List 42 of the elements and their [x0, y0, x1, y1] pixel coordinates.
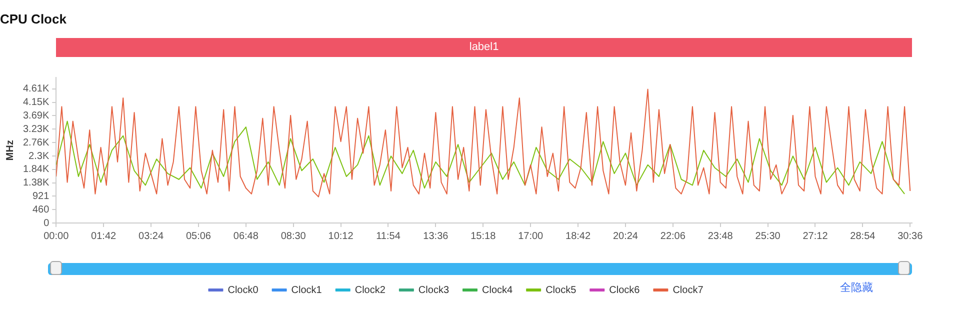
- x-tick-label: 11:54: [376, 230, 401, 242]
- x-tick-label: 05:06: [186, 230, 212, 242]
- x-tick-label: 30:36: [898, 230, 924, 242]
- header-strip: label1: [56, 38, 912, 57]
- legend-label: Clock5: [546, 284, 577, 296]
- y-tick-label: 2.76K: [22, 137, 50, 148]
- legend-label: Clock6: [609, 284, 640, 296]
- y-tick-label: 0: [44, 218, 50, 229]
- y-tick-label: 1.84K: [22, 164, 50, 176]
- x-tick-label: 20:24: [612, 230, 638, 242]
- legend-label: Clock1: [291, 284, 322, 296]
- legend-label: Clock4: [482, 284, 514, 296]
- y-tick-label: 4.15K: [22, 97, 50, 108]
- y-axis-title: MHz: [4, 140, 16, 161]
- legend-label: Clock7: [672, 284, 704, 296]
- x-tick-label: 01:42: [91, 230, 117, 242]
- x-tick-label: 03:24: [138, 230, 164, 242]
- legend-label: Clock2: [354, 284, 386, 296]
- x-tick-label: 00:00: [44, 230, 70, 242]
- x-tick-label: 13:36: [423, 230, 449, 242]
- y-tick-label: 921: [32, 190, 50, 202]
- x-tick-label: 10:12: [328, 230, 354, 242]
- x-tick-label: 17:00: [518, 230, 544, 242]
- x-tick-label: 08:30: [280, 230, 306, 242]
- x-tick-label: 25:30: [755, 230, 781, 242]
- legend-label: Clock0: [228, 284, 259, 296]
- text: 全隐藏: [840, 280, 873, 295]
- x-tick-label: 23:48: [708, 230, 734, 242]
- y-tick-label: 2.3K: [28, 150, 50, 162]
- legend-label: Clock3: [418, 284, 450, 296]
- x-tick-label: 22:06: [660, 230, 686, 242]
- y-tick-label: 4.61K: [22, 84, 50, 95]
- y-tick-label: 1.38K: [22, 178, 50, 189]
- x-tick-label: 28:54: [850, 230, 876, 242]
- x-tick-label: 15:18: [470, 230, 496, 242]
- chart-title: CPU Clock: [0, 11, 68, 26]
- y-tick-label: 3.23K: [22, 124, 50, 135]
- x-tick-label: 18:42: [566, 230, 591, 242]
- y-tick-label: 3.69K: [22, 110, 50, 122]
- x-tick-label: 06:48: [233, 230, 259, 242]
- y-tick-label: 460: [32, 204, 50, 216]
- x-tick-label: 27:12: [802, 230, 828, 242]
